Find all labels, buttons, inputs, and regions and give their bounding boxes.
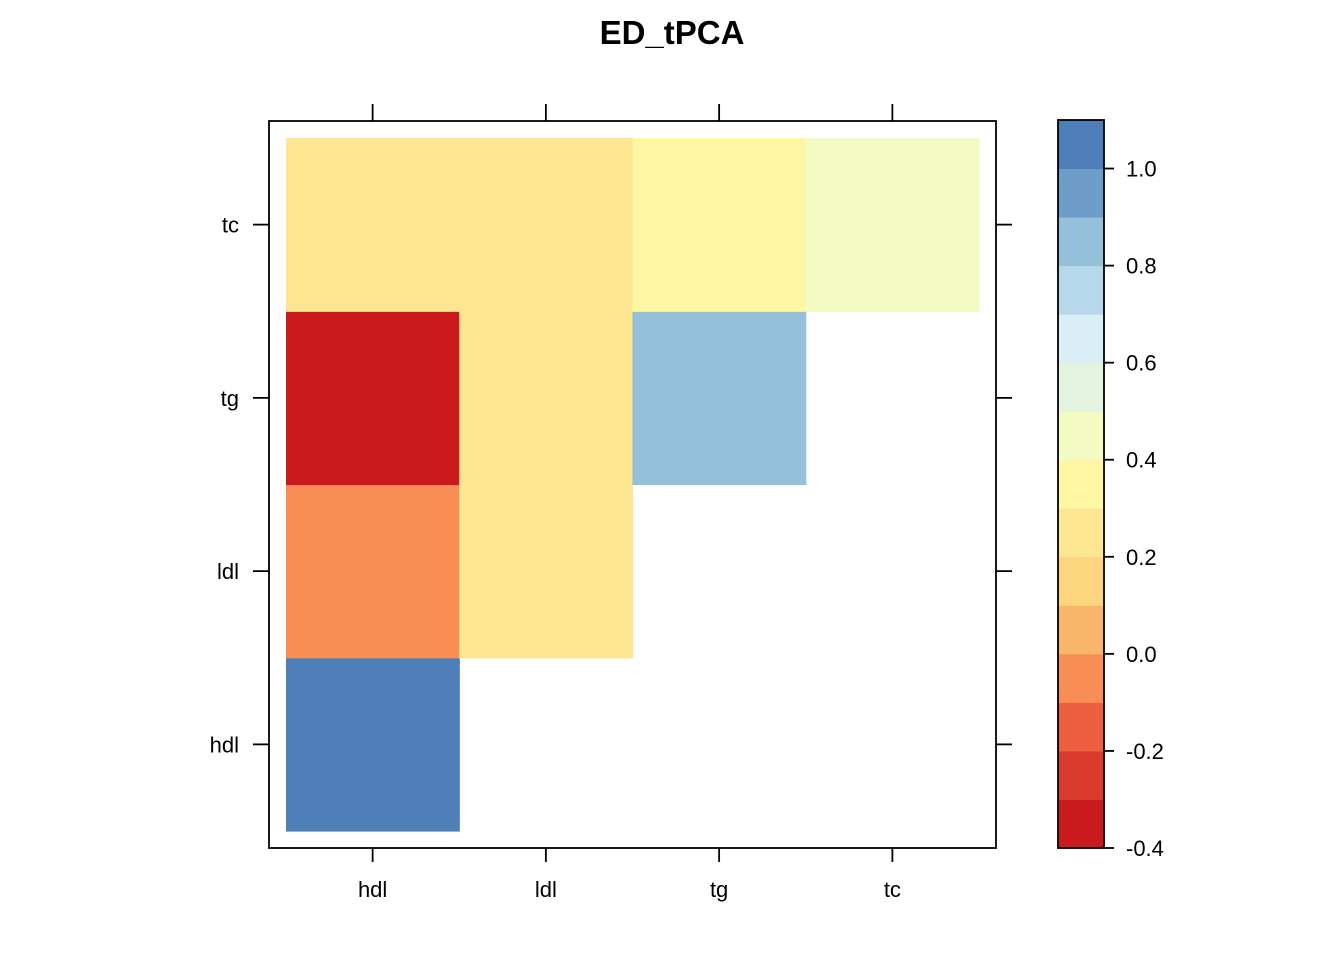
- colorbar-bin-9: [1058, 362, 1104, 412]
- colorbar-bin-7: [1058, 459, 1104, 509]
- colorbar-frame: [1057, 119, 1105, 849]
- x-tick-label-hdl: hdl: [358, 877, 387, 902]
- x-tick-label-tg: tg: [710, 877, 728, 902]
- colorbar-bin-11: [1058, 265, 1104, 315]
- colorbar-bin-10: [1058, 314, 1104, 364]
- heatmap-cell-hdl-tg: [286, 311, 460, 486]
- y-tick-label-ldl: ldl: [217, 559, 239, 584]
- heatmap-cell-ldl-tg: [459, 311, 634, 486]
- plot-frame: [268, 120, 997, 849]
- colorbar-bin-5: [1058, 556, 1104, 606]
- colorbar-tick-label-5: 0.0: [1126, 642, 1157, 667]
- heatmap-cell-tg-tg: [632, 311, 807, 486]
- colorbar-bin-14: [1058, 120, 1104, 170]
- colorbar-tick-label-7: -0.4: [1126, 836, 1164, 861]
- y-tick-label-hdl: hdl: [210, 732, 239, 757]
- x-tick-label-ldl: ldl: [535, 877, 557, 902]
- colorbar-bin-4: [1058, 605, 1104, 655]
- chart-title: ED_tPCA: [600, 14, 745, 51]
- y-tick-label-tg: tg: [221, 386, 239, 411]
- colorbar: 1.0 0.8 0.6 0.4 0.2 0.0 -0.2 -0.4: [1057, 119, 1164, 861]
- colorbar-bin-13: [1058, 168, 1104, 218]
- y-tick-label-tc: tc: [222, 213, 239, 238]
- x-tick-label-tc: tc: [884, 877, 901, 902]
- colorbar-tick-label-4: 0.2: [1126, 545, 1157, 570]
- colorbar-tick-label-6: -0.2: [1126, 739, 1164, 764]
- heatmap-cell-ldl-tc: [459, 138, 634, 312]
- heatmap-cell-hdl-tc: [286, 138, 460, 312]
- heatmap-cell-tg-tc: [632, 138, 807, 312]
- colorbar-bin-0: [1058, 799, 1104, 849]
- colorbar-tick-label-3: 0.4: [1126, 448, 1157, 473]
- colorbar-bin-8: [1058, 411, 1104, 461]
- heatmap-cell-hdl-hdl: [286, 657, 460, 832]
- axes: hdl ldl tg tc hdl ldl tg tc: [210, 104, 1012, 902]
- colorbar-bin-2: [1058, 702, 1104, 752]
- heatmap-cell-ldl-ldl: [459, 484, 634, 659]
- colorbar-tick-label-0: 1.0: [1126, 157, 1157, 182]
- colorbar-tick-label-2: 0.6: [1126, 351, 1157, 376]
- heatmap-cell-hdl-ldl: [286, 484, 460, 659]
- heatmap-cell-tc-tc: [805, 138, 980, 312]
- colorbar-bin-6: [1058, 508, 1104, 558]
- colorbar-bin-3: [1058, 653, 1104, 703]
- heatmap-cells: [286, 138, 980, 832]
- colorbar-bin-1: [1058, 750, 1104, 800]
- colorbar-tick-label-1: 0.8: [1126, 254, 1157, 279]
- colorbar-bin-12: [1058, 217, 1104, 267]
